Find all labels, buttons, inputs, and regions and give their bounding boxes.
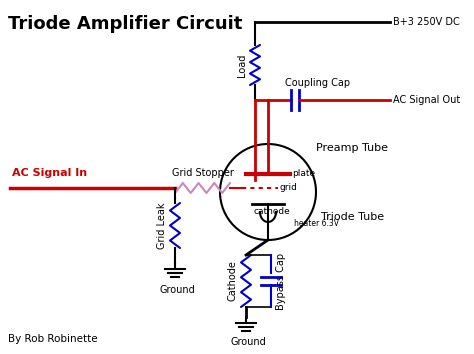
Text: Preamp Tube: Preamp Tube (316, 143, 388, 153)
Text: Grid Stopper: Grid Stopper (172, 168, 233, 178)
Text: plate: plate (292, 170, 315, 178)
Text: Grid Leak: Grid Leak (157, 203, 167, 249)
Text: Bypass Cap: Bypass Cap (276, 252, 286, 309)
Text: B+3 250V DC: B+3 250V DC (393, 17, 460, 27)
Text: Ground: Ground (230, 337, 266, 347)
Text: AC Signal Out: AC Signal Out (393, 95, 460, 105)
Text: heater 6.3V: heater 6.3V (294, 219, 339, 228)
Text: Cathode: Cathode (228, 261, 238, 302)
Text: cathode: cathode (254, 207, 291, 216)
Text: grid: grid (280, 183, 298, 193)
Text: By Rob Robinette: By Rob Robinette (8, 334, 98, 344)
Text: Load: Load (237, 53, 247, 77)
Text: AC Signal In: AC Signal In (12, 168, 87, 178)
Text: Ground: Ground (159, 285, 195, 295)
Text: Coupling Cap: Coupling Cap (285, 78, 350, 88)
Text: Triode Tube: Triode Tube (321, 212, 384, 222)
Text: Triode Amplifier Circuit: Triode Amplifier Circuit (8, 15, 242, 33)
